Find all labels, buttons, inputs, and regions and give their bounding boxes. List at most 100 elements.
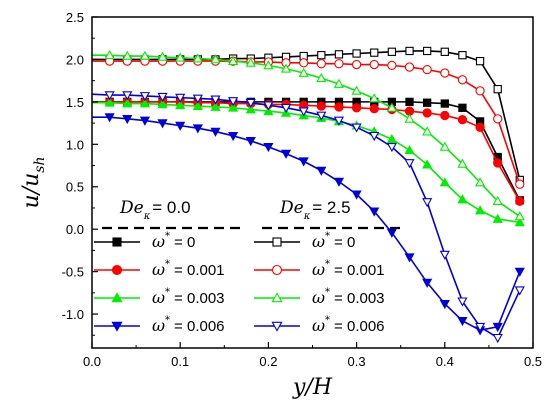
triangle-up-marker xyxy=(157,51,168,61)
triangle-down-marker xyxy=(514,267,525,277)
circle-marker xyxy=(351,103,362,113)
triangle-down-marker xyxy=(298,157,309,167)
triangle-up-marker xyxy=(457,158,468,168)
legend-label: ω* = 0.003 xyxy=(312,287,385,307)
triangle-up-marker xyxy=(422,126,433,136)
triangle-up-marker xyxy=(111,292,123,303)
triangle-up-marker xyxy=(422,159,433,169)
circle-marker xyxy=(387,60,397,71)
triangle-up-marker xyxy=(514,217,525,227)
triangle-down-marker xyxy=(104,91,115,101)
triangle-up-marker xyxy=(139,98,150,108)
y-tick-label: 0.5 xyxy=(66,180,84,195)
triangle-up-marker xyxy=(228,102,239,112)
triangle-down-marker xyxy=(157,119,168,129)
square-marker xyxy=(112,237,122,247)
triangle-up-marker xyxy=(122,98,133,108)
square-marker xyxy=(458,51,467,60)
triangle-down-marker xyxy=(404,253,415,263)
triangle-up-marker xyxy=(263,60,274,70)
triangle-down-marker xyxy=(333,116,345,126)
circle-marker xyxy=(475,86,485,96)
series-6 xyxy=(92,49,525,221)
triangle-down-marker xyxy=(175,121,186,131)
triangle-up-marker xyxy=(369,93,380,103)
square-marker xyxy=(405,46,414,56)
y-axis-title-sub: sh xyxy=(32,157,48,173)
triangle-down-marker xyxy=(245,98,256,108)
x-tick-label: 0.3 xyxy=(348,354,366,369)
triangle-up-marker xyxy=(271,292,283,303)
y-tick-label: -0.5 xyxy=(62,265,84,280)
triangle-down-marker xyxy=(122,114,133,125)
square-marker xyxy=(387,47,397,56)
triangle-down-marker xyxy=(475,322,486,333)
triangle-up-marker xyxy=(439,141,450,151)
y-tick-label: 1.0 xyxy=(66,137,84,152)
triangle-up-marker xyxy=(439,177,450,187)
circle-marker xyxy=(271,264,283,276)
triangle-down-marker xyxy=(457,297,468,307)
triangle-down-marker xyxy=(280,149,292,159)
square-marker xyxy=(317,51,326,60)
triangle-up-marker xyxy=(139,50,150,60)
triangle-up-marker xyxy=(386,133,397,144)
circle-marker xyxy=(440,68,450,78)
triangle-up-marker xyxy=(492,195,503,206)
legend: Deκ = 0.0 ω* = 0 ω* = 0.001 ω* = 0.003 ω* = 0.006… xyxy=(94,198,402,335)
circle-marker xyxy=(457,75,468,85)
triangle-down-marker xyxy=(316,111,327,121)
triangle-down-marker xyxy=(351,190,362,200)
y-tick-label: 2.5 xyxy=(66,10,84,25)
triangle-down-marker xyxy=(271,321,283,332)
triangle-down-marker xyxy=(192,124,203,134)
square-marker xyxy=(272,237,282,247)
triangle-up-marker xyxy=(457,194,468,204)
triangle-down-marker xyxy=(280,103,292,114)
triangle-down-marker xyxy=(263,101,274,111)
circle-marker xyxy=(369,104,379,114)
triangle-up-marker xyxy=(386,102,397,112)
triangle-down-marker xyxy=(263,142,274,153)
circle-marker xyxy=(334,59,344,69)
triangle-down-marker xyxy=(157,92,168,103)
circle-marker xyxy=(493,114,503,124)
legend-label: ω* = 0 xyxy=(312,231,355,251)
triangle-up-marker xyxy=(280,63,292,73)
legend-label: ω* = 0.001 xyxy=(312,259,385,279)
circle-marker xyxy=(334,102,344,112)
triangle-down-marker xyxy=(210,95,221,105)
square-marker xyxy=(423,98,432,107)
series-layer xyxy=(91,46,525,344)
square-marker xyxy=(370,48,379,57)
triangle-up-marker xyxy=(263,105,274,116)
triangle-down-marker xyxy=(122,91,133,101)
y-tick-label: 1.5 xyxy=(66,95,84,110)
triangle-up-marker xyxy=(104,97,115,107)
circle-marker xyxy=(422,64,432,75)
legend-group-header: Deκ = 2.5 xyxy=(279,198,351,222)
triangle-down-marker xyxy=(192,94,203,104)
triangle-up-marker xyxy=(475,177,486,187)
square-marker xyxy=(334,50,344,59)
triangle-up-marker xyxy=(157,99,168,109)
triangle-up-marker xyxy=(192,53,203,63)
series-7 xyxy=(91,91,525,344)
triangle-down-marker xyxy=(104,113,115,123)
ticks-layer: 0.0 0.1 0.2 0.3 0.4 0.5 2.5 2.0 1.5 1.0 0.5 0.0 -0.5… xyxy=(62,10,542,369)
y-tick-label: 0.0 xyxy=(66,222,84,237)
circle-marker xyxy=(515,179,525,189)
triangle-up-marker xyxy=(514,211,525,221)
y-axis-title-main: u/u xyxy=(19,173,44,209)
triangle-up-marker xyxy=(210,54,221,64)
triangle-up-marker xyxy=(122,50,133,60)
triangle-up-marker xyxy=(404,113,415,123)
square-marker xyxy=(405,97,414,107)
x-tick-label: 0.0 xyxy=(83,354,101,369)
triangle-down-marker xyxy=(175,93,186,103)
triangle-up-marker xyxy=(175,99,186,110)
triangle-down-marker xyxy=(228,131,239,142)
legend-label: ω* = 0.006 xyxy=(312,315,385,335)
triangle-down-marker xyxy=(298,107,309,117)
